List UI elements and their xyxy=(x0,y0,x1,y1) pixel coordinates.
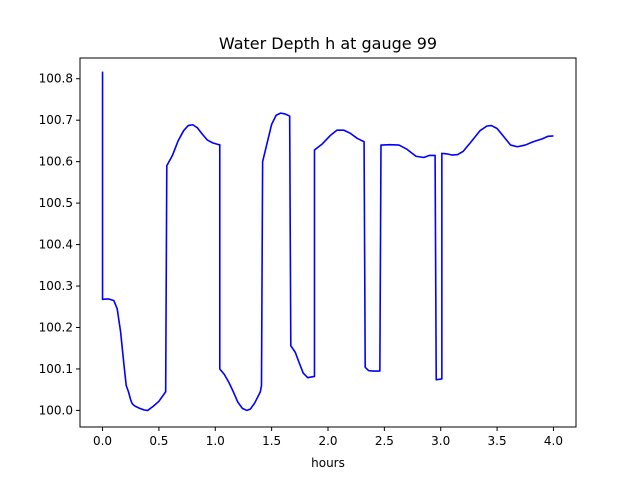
y-axis: 100.0 100.1 100.2 100.3 100.4 100.5 100.6 100.7… xyxy=(39,72,80,417)
y-tick-label: 100.2 xyxy=(39,320,73,334)
y-tick-label: 100.0 xyxy=(39,403,73,417)
x-tick-label: 3.5 xyxy=(488,434,507,448)
x-tick-label: 2.5 xyxy=(375,434,394,448)
x-axis-label: hours xyxy=(311,456,345,470)
y-tick-label: 100.7 xyxy=(39,113,73,127)
plot-area xyxy=(80,58,576,427)
x-axis: 0.0 0.5 1.0 1.5 2.0 2.5 3.0 3.5 4.0 xyxy=(93,427,563,448)
x-tick-label: 0.0 xyxy=(93,434,112,448)
y-tick-label: 100.4 xyxy=(39,238,73,252)
x-tick-label: 2.0 xyxy=(318,434,337,448)
y-tick-label: 100.6 xyxy=(39,155,73,169)
y-tick-label: 100.3 xyxy=(39,279,73,293)
x-tick-label: 1.0 xyxy=(206,434,225,448)
y-tick-label: 100.5 xyxy=(39,196,73,210)
x-tick-label: 0.5 xyxy=(149,434,168,448)
x-tick-label: 4.0 xyxy=(544,434,563,448)
series-line-0 xyxy=(101,71,554,412)
y-tick-label: 100.1 xyxy=(39,362,73,376)
chart-title: Water Depth h at gauge 99 xyxy=(219,34,437,53)
series-layer xyxy=(101,71,554,412)
x-tick-label: 1.5 xyxy=(262,434,281,448)
y-tick-label: 100.8 xyxy=(39,72,73,86)
x-tick-label: 3.0 xyxy=(431,434,450,448)
